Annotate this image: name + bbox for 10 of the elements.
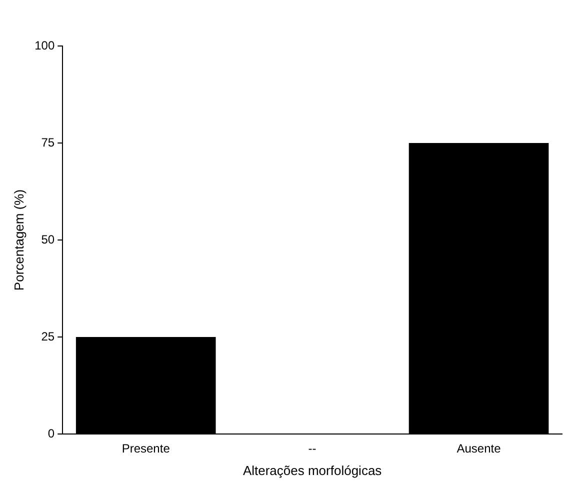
y-tick-label: 25 bbox=[41, 329, 55, 344]
x-tick-label: Presente bbox=[122, 442, 170, 456]
y-tick-label: 0 bbox=[48, 426, 55, 440]
x-tick-label: -- bbox=[308, 442, 316, 456]
x-axis-title: Alterações morfológicas bbox=[242, 462, 382, 478]
x-tick-label: Ausente bbox=[456, 442, 502, 456]
y-tick-label: 75 bbox=[41, 135, 55, 150]
y-tick-label: 50 bbox=[41, 232, 55, 246]
y-axis-title: Porcentagem (%) bbox=[11, 189, 26, 291]
y-tick-label: 100 bbox=[34, 38, 55, 52]
